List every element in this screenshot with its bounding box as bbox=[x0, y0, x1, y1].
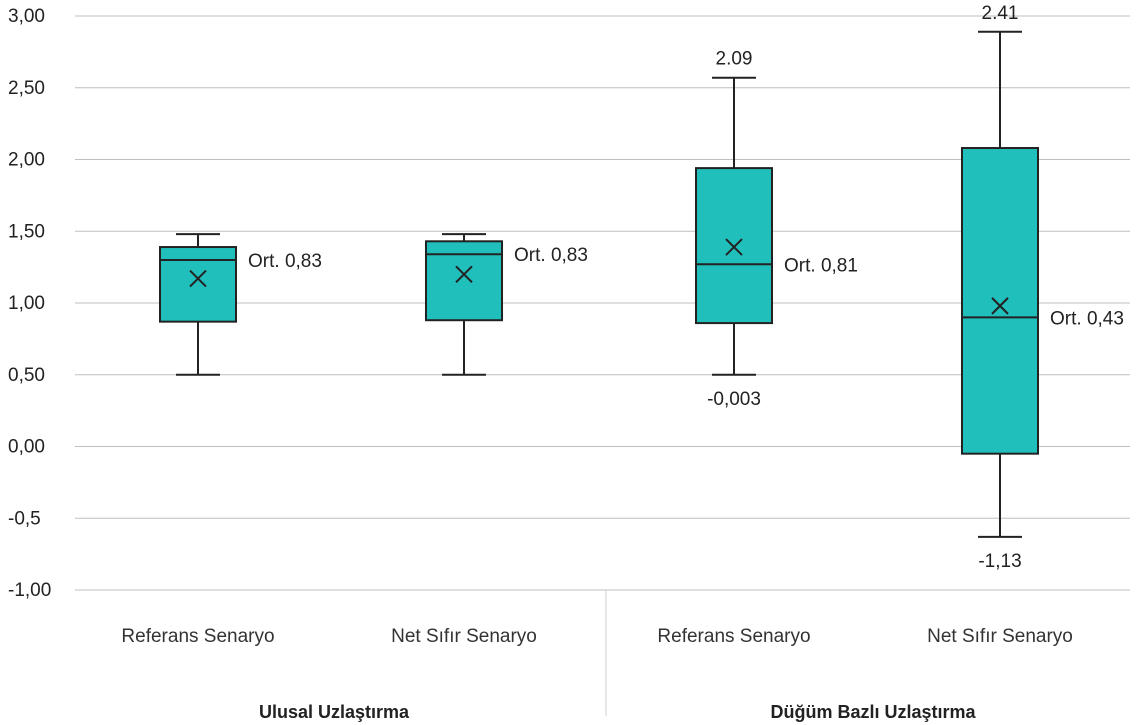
box-plot-item: Ort. 0,81 2.09 -0,003 bbox=[695, 49, 858, 410]
category-label: Referans Senaryo bbox=[657, 626, 810, 647]
max-label: 2.41 bbox=[982, 3, 1019, 24]
box-iqr bbox=[695, 167, 773, 325]
box-iqr bbox=[425, 240, 503, 322]
y-tick-label: 1,50 bbox=[8, 221, 45, 242]
category-label: Referans Senaryo bbox=[121, 626, 274, 647]
boxes: Ort. 0,83 Ort. 0,83 Ort. 0,812.09-0,003Ort… bbox=[159, 3, 1124, 572]
group-label: Ulusal Uzlaştırma bbox=[259, 702, 410, 722]
y-axis-tick-labels: 3,00 2,50 2,00 1,50 1,00 0,50 0,00 -0,5 -1,00 bbox=[8, 6, 51, 601]
box-iqr bbox=[159, 246, 237, 323]
category-labels: Referans Senaryo Net Sıfır Senaryo Referan… bbox=[121, 626, 1072, 647]
box-plot-item: Ort. 0,83 bbox=[425, 233, 588, 376]
y-tick-label: 2,00 bbox=[8, 150, 45, 171]
mean-marker bbox=[991, 297, 1009, 315]
group-labels: Ulusal Uzlaştırma Düğüm Bazlı Uzlaştırma bbox=[259, 702, 977, 722]
y-tick-label: 2,50 bbox=[8, 78, 45, 99]
mean-marker bbox=[189, 269, 207, 288]
category-label: Net Sıfır Senaryo bbox=[391, 626, 537, 647]
y-tick-label: 1,00 bbox=[8, 293, 45, 314]
box-iqr bbox=[961, 147, 1039, 455]
box-plot-item: Ort. 0,83 bbox=[159, 233, 322, 376]
max-label: 2.09 bbox=[716, 49, 753, 70]
group-label: Düğüm Bazlı Uzlaştırma bbox=[770, 702, 976, 722]
y-tick-label: -0,5 bbox=[8, 508, 41, 529]
min-label: -1,13 bbox=[978, 551, 1021, 572]
mean-label: Ort. 0,43 bbox=[1050, 308, 1124, 329]
y-tick-label: 0,00 bbox=[8, 437, 45, 458]
gridlines bbox=[75, 15, 1130, 591]
y-tick-label: 3,00 bbox=[8, 6, 45, 27]
y-tick-label: 0,50 bbox=[8, 365, 45, 386]
mean-label: Ort. 0,83 bbox=[248, 251, 322, 272]
min-label: -0,003 bbox=[707, 389, 761, 410]
box-plot-item: Ort. 0,43 2.41 -1,13 bbox=[961, 3, 1124, 572]
mean-label: Ort. 0,81 bbox=[784, 255, 858, 276]
category-label: Net Sıfır Senaryo bbox=[927, 626, 1073, 647]
y-tick-label: -1,00 bbox=[8, 580, 51, 601]
mean-label: Ort. 0,83 bbox=[514, 245, 588, 266]
mean-marker bbox=[455, 265, 473, 284]
mean-marker bbox=[725, 238, 743, 256]
